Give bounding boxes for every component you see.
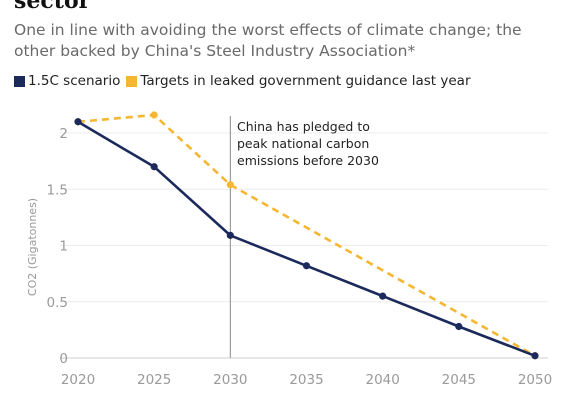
legend-label-1-5c: 1.5C scenario <box>28 73 121 89</box>
x-tick-label: 2030 <box>213 372 247 388</box>
annotation-text: China has pledged to peak national carbo… <box>237 119 379 168</box>
legend-label-targets: Targets in leaked government guidance la… <box>140 73 471 89</box>
x-tick-label: 2040 <box>365 372 399 388</box>
data-point-s1-2 <box>226 181 234 189</box>
x-tick-label: 2035 <box>289 372 323 388</box>
annotation-line-3: emissions before 2030 <box>237 153 379 168</box>
y-tick-label: 1.5 <box>47 182 68 198</box>
legend-swatch-1-5c <box>14 75 25 87</box>
chart-title: sector <box>14 0 91 14</box>
legend-item-1-5c: 1.5C scenario <box>14 73 120 89</box>
x-tick-label: 2050 <box>518 372 552 388</box>
series-layer <box>74 111 539 360</box>
y-tick-label: 0 <box>59 351 68 367</box>
y-tick-label: 1 <box>59 239 68 255</box>
chart-subtitle: One in line with avoiding the worst effe… <box>14 21 522 60</box>
data-point-s0-6 <box>531 352 539 360</box>
x-tick-label: 2020 <box>61 372 95 388</box>
legend-swatch-targets <box>126 75 138 87</box>
y-tick-label: 2 <box>59 126 68 142</box>
legend: 1.5C scenario Targets in leaked governme… <box>14 73 477 89</box>
y-axis-label: CO2 (Gigatonnes) <box>26 198 39 296</box>
x-tick-label: 2025 <box>137 372 171 388</box>
y-axis-ticks: 0 0.5 1 1.5 2 <box>47 126 68 367</box>
x-tick-label: 2045 <box>442 372 476 388</box>
data-point-s0-3 <box>302 262 311 270</box>
legend-item-targets: Targets in leaked government guidance la… <box>126 73 471 89</box>
series-line-1 <box>77 113 536 357</box>
y-tick-label: 0.5 <box>47 295 68 311</box>
data-point-s0-0 <box>74 118 82 126</box>
data-point-s0-1 <box>150 163 158 171</box>
data-point-s0-4 <box>379 292 387 300</box>
annotation-line-1: China has pledged to <box>237 119 370 134</box>
x-axis-ticks: 2020 2025 2030 2035 2040 2045 2050 <box>61 372 552 388</box>
data-point-s0-5 <box>455 322 463 331</box>
annotation-line-2: peak national carbon <box>237 136 369 151</box>
data-point-s1-1 <box>150 111 158 119</box>
gridlines <box>60 132 548 359</box>
data-point-s0-2 <box>226 231 234 239</box>
